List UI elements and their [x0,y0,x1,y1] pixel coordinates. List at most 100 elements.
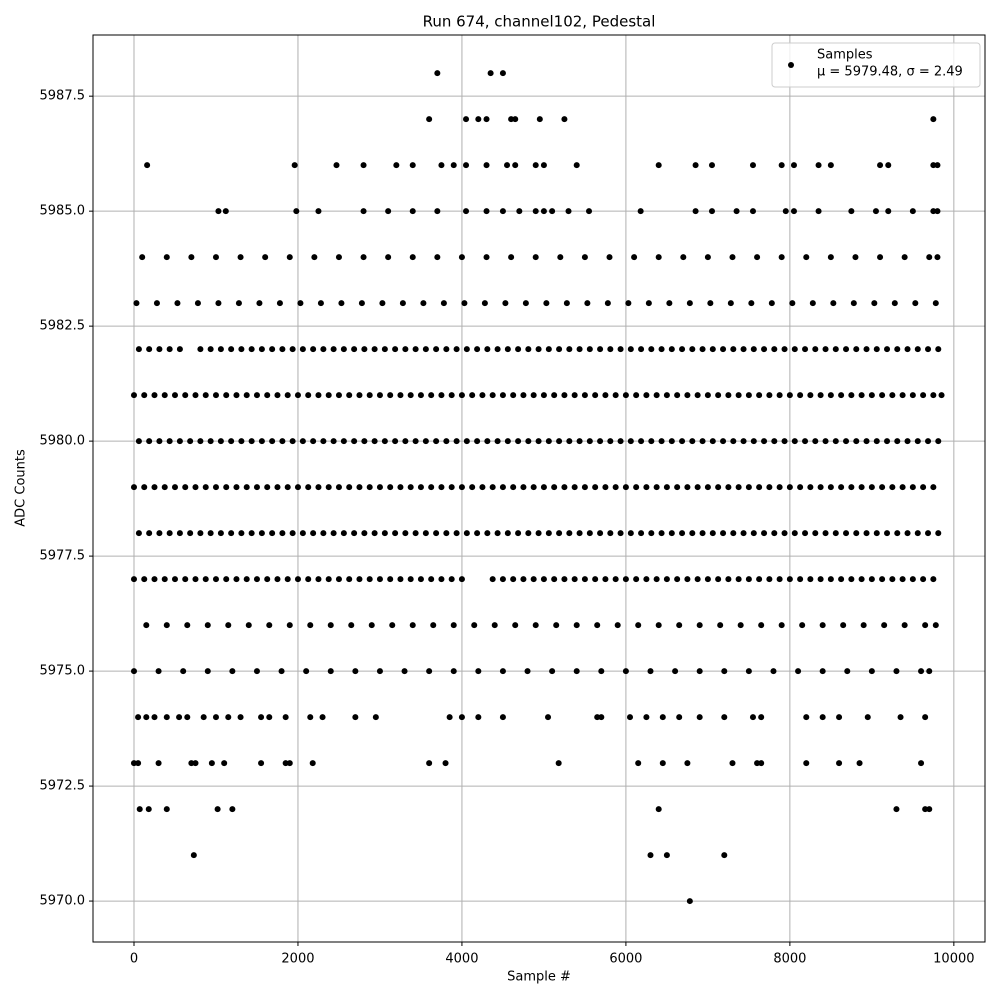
point [512,162,519,169]
point [771,346,778,353]
point [307,622,314,629]
point [340,530,347,537]
point [901,254,908,261]
point [293,208,300,215]
point [426,116,433,123]
point [453,438,460,445]
point [725,392,732,399]
point [607,438,614,445]
point [145,806,152,813]
point [799,622,806,629]
point [704,392,711,399]
point [516,208,523,215]
point [573,162,580,169]
point [376,668,383,675]
point [409,622,416,629]
point [346,392,353,399]
point [212,484,219,491]
point [873,346,880,353]
point [155,760,162,767]
point [484,438,491,445]
point [720,346,727,353]
point [756,484,763,491]
point [635,622,642,629]
point [653,392,660,399]
point [848,208,855,215]
point [387,576,394,583]
point [885,208,892,215]
point [305,392,312,399]
point [819,668,826,675]
point [228,530,235,537]
point [540,484,547,491]
point [612,484,619,491]
point [262,254,269,261]
point [245,622,252,629]
x-tick-label: 4000 [445,952,478,967]
point [387,392,394,399]
point [320,438,327,445]
point [279,530,286,537]
point [563,300,570,307]
point [515,530,522,537]
point [679,346,686,353]
point [412,346,419,353]
point [909,392,916,399]
point [392,346,399,353]
point [532,162,539,169]
point [494,438,501,445]
point [161,576,168,583]
point [450,668,457,675]
point [197,438,204,445]
point [720,438,727,445]
point [453,530,460,537]
point [827,162,834,169]
point [922,622,929,629]
point [422,346,429,353]
point [868,484,875,491]
point [335,392,342,399]
point [935,438,942,445]
point [504,162,511,169]
point [494,346,501,353]
y-tick-label: 5972.5 [40,779,86,794]
point [884,530,891,537]
point [735,484,742,491]
point [192,392,199,399]
point [535,346,542,353]
point [483,254,490,261]
point [453,346,460,353]
point [433,530,440,537]
point [904,438,911,445]
point [499,392,506,399]
point [532,254,539,261]
point [622,668,629,675]
point [633,576,640,583]
point [729,760,736,767]
point [737,622,744,629]
point [463,530,470,537]
point [912,300,919,307]
point [863,530,870,537]
point [920,392,927,399]
point [286,760,293,767]
point [139,254,146,261]
point [565,208,572,215]
point [850,300,857,307]
point [385,208,392,215]
point [481,300,488,307]
point [679,438,686,445]
point [819,622,826,629]
point [508,116,515,123]
point [440,300,447,307]
point [894,346,901,353]
point [715,484,722,491]
point [135,760,142,767]
point [176,714,183,721]
point [754,254,761,261]
point [530,576,537,583]
point [253,576,260,583]
point [229,668,236,675]
point [758,714,765,721]
point [266,622,273,629]
